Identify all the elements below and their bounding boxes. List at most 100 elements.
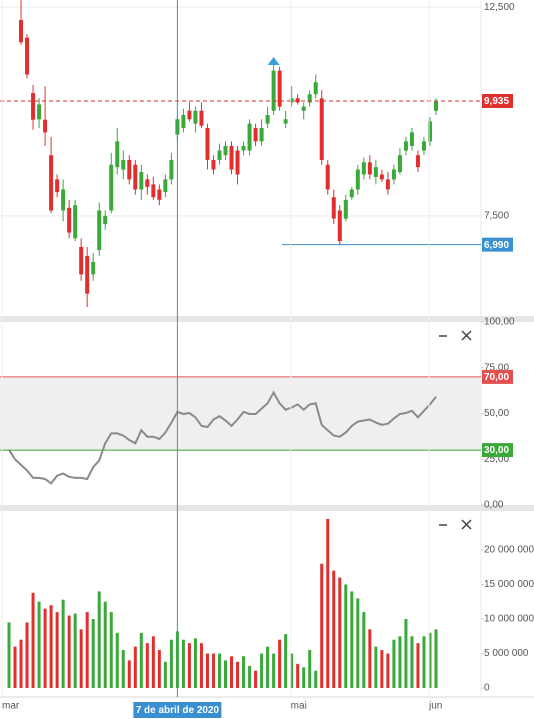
volume-bar bbox=[91, 619, 95, 689]
candle-body bbox=[403, 141, 408, 151]
y-tick-label: 20 000 000 bbox=[484, 545, 534, 556]
candle-body bbox=[295, 98, 300, 103]
volume-bar bbox=[344, 584, 348, 689]
volume-bar bbox=[326, 518, 330, 689]
candle-body bbox=[31, 93, 36, 120]
volume-bar bbox=[410, 636, 414, 689]
volume-bar bbox=[49, 605, 53, 689]
volume-bar bbox=[422, 636, 426, 689]
candle-body bbox=[169, 159, 174, 180]
candle-body bbox=[61, 189, 66, 211]
y-tick-label: 50,00 bbox=[484, 408, 509, 419]
y-tick-label: 25,00 bbox=[484, 454, 509, 465]
y-tick-label: 10 000 000 bbox=[484, 614, 534, 625]
volume-bar bbox=[332, 570, 336, 689]
volume-bar bbox=[199, 643, 203, 689]
volume-bar bbox=[205, 653, 209, 689]
volume-bar bbox=[127, 660, 131, 689]
band-label: 70,00 bbox=[484, 372, 509, 383]
volume-bar bbox=[121, 650, 125, 689]
rsi-band bbox=[0, 376, 481, 451]
volume-bar bbox=[314, 670, 318, 689]
volume-bar bbox=[31, 592, 35, 689]
candle-body bbox=[307, 94, 312, 103]
volume-bar bbox=[73, 613, 77, 689]
volume-bar bbox=[308, 650, 312, 689]
crosshair-label: 7 de abril de 2020 bbox=[136, 705, 220, 716]
candle-body bbox=[91, 261, 96, 275]
candle-body bbox=[415, 155, 420, 168]
close-icon[interactable] bbox=[461, 519, 472, 530]
candle-body bbox=[109, 164, 114, 211]
volume-bar bbox=[434, 629, 438, 689]
candle-body bbox=[391, 169, 396, 180]
volume-bar bbox=[115, 632, 119, 689]
volume-bar bbox=[248, 665, 252, 689]
volume-bar bbox=[187, 643, 191, 689]
candle-body bbox=[121, 159, 126, 170]
volume-bar bbox=[25, 622, 29, 689]
candle-body bbox=[283, 119, 288, 124]
volume-bar bbox=[338, 577, 342, 689]
volume-bar bbox=[217, 653, 221, 689]
panel-controls bbox=[439, 330, 472, 530]
candles bbox=[19, 0, 438, 308]
candle-body bbox=[79, 246, 84, 275]
volume-bar bbox=[67, 615, 71, 689]
volume-bar bbox=[236, 661, 240, 689]
candle-body bbox=[229, 145, 234, 170]
volume-bar bbox=[380, 650, 384, 689]
candle-body bbox=[421, 141, 426, 151]
candle-body bbox=[163, 179, 168, 193]
volume-bar bbox=[97, 591, 101, 689]
volume-bar bbox=[386, 653, 390, 689]
crosshair-label-box bbox=[133, 702, 222, 718]
candle-body bbox=[331, 197, 336, 219]
volume-bar bbox=[13, 646, 17, 689]
candle-body bbox=[223, 145, 228, 156]
band-label: 30,00 bbox=[484, 445, 509, 456]
price-label: 9,935 bbox=[484, 96, 509, 107]
volume-bar bbox=[163, 661, 167, 689]
panel-separator bbox=[0, 316, 534, 322]
volume-bar bbox=[157, 650, 161, 689]
volume-bar bbox=[350, 591, 354, 689]
candle-body bbox=[379, 174, 384, 180]
y-tick-label: 12,500 bbox=[484, 2, 515, 13]
candle-body bbox=[313, 82, 318, 95]
candle-body bbox=[361, 162, 366, 175]
volume-bar bbox=[55, 612, 59, 689]
candle-body bbox=[265, 114, 270, 124]
y-tick-label: 7,500 bbox=[484, 211, 509, 222]
y-tick-label: 0,00 bbox=[484, 500, 504, 511]
candle-body bbox=[235, 150, 240, 175]
candle-body bbox=[343, 199, 348, 219]
candle-body bbox=[427, 121, 432, 142]
candle-body bbox=[434, 100, 438, 111]
volume-bar bbox=[79, 629, 83, 689]
panel-separator bbox=[0, 505, 534, 511]
candle-body bbox=[259, 127, 264, 142]
volume-bar bbox=[242, 656, 246, 689]
candle-body bbox=[133, 164, 138, 190]
close-icon[interactable] bbox=[461, 330, 472, 341]
volume-bar bbox=[296, 663, 300, 689]
candle-body bbox=[157, 189, 162, 200]
candle-body bbox=[67, 207, 72, 233]
candle-body bbox=[289, 98, 294, 103]
volume-bar bbox=[374, 646, 378, 689]
candle-body bbox=[187, 110, 192, 120]
volume-bar bbox=[392, 639, 396, 689]
volume-bar bbox=[428, 632, 432, 689]
volume-bar bbox=[193, 638, 197, 689]
candle-body bbox=[385, 179, 390, 190]
x-tick-label: mar bbox=[2, 701, 20, 712]
volume-bar bbox=[139, 632, 143, 689]
candle-body bbox=[25, 37, 30, 75]
price-box bbox=[482, 93, 513, 108]
candle-body bbox=[145, 179, 150, 187]
volume-bar bbox=[278, 639, 282, 689]
volume-bar bbox=[19, 639, 23, 689]
candle-body bbox=[211, 159, 216, 170]
